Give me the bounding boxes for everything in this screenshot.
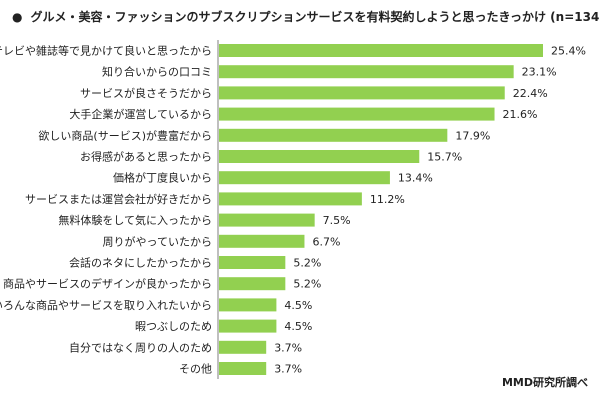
category-label: 価格が丁度良いから bbox=[113, 171, 212, 185]
category-label: お得感があると思ったから bbox=[80, 150, 212, 164]
data-label: 22.4% bbox=[513, 87, 548, 100]
data-label: 17.9% bbox=[455, 129, 490, 142]
category-label: 知り合いからの口コミ bbox=[102, 65, 212, 79]
data-label: 4.5% bbox=[284, 320, 312, 333]
data-label: 3.7% bbox=[274, 341, 302, 354]
bar bbox=[219, 277, 286, 291]
source-note: MMD研究所調べ bbox=[501, 376, 588, 389]
bar bbox=[219, 128, 448, 142]
data-label: 15.7% bbox=[427, 151, 462, 164]
data-label: 25.4% bbox=[551, 45, 586, 58]
bar bbox=[219, 234, 305, 248]
bar bbox=[219, 150, 420, 163]
category-label: 商品やサービスのデザインが良かったから bbox=[3, 277, 212, 291]
category-label: その他 bbox=[179, 363, 212, 376]
bar bbox=[219, 256, 286, 269]
bar bbox=[219, 171, 390, 185]
category-label: サービスが良さそうだから bbox=[80, 86, 212, 100]
bar bbox=[219, 213, 315, 227]
bar bbox=[219, 319, 277, 333]
bar bbox=[219, 298, 277, 312]
bar bbox=[219, 44, 543, 57]
chart-title-text: グルメ・美容・ファッションのサブスクリプションサービスを有料契約しようと思ったき… bbox=[30, 10, 600, 24]
category-label: 周りがやっていたから bbox=[103, 234, 212, 248]
category-label: いろんな商品やサービスを取り入れたいから bbox=[0, 298, 212, 312]
data-label: 6.7% bbox=[312, 235, 340, 248]
category-label: 暇つぶしのため bbox=[135, 320, 212, 333]
data-label: 7.5% bbox=[323, 214, 351, 227]
bar bbox=[219, 340, 267, 354]
data-label: 5.2% bbox=[293, 278, 321, 291]
title-bullet-icon: ● bbox=[12, 10, 23, 24]
chart-title: ● グルメ・美容・ファッションのサブスクリプションサービスを有料契約しようと思った… bbox=[12, 8, 600, 25]
category-label: 会話のネタにしたかったから bbox=[69, 256, 212, 270]
category-label: 自分ではなく周りの人のため bbox=[69, 341, 212, 354]
category-label: サービスまたは運営会社が好きだから bbox=[25, 192, 212, 206]
bar bbox=[219, 192, 362, 206]
data-label: 23.1% bbox=[522, 66, 557, 79]
data-label: 21.6% bbox=[503, 108, 538, 121]
data-label: 3.7% bbox=[274, 363, 302, 376]
data-label: 13.4% bbox=[398, 172, 433, 185]
category-label: テレビや雑誌等で見かけて良いと思ったから bbox=[0, 44, 212, 58]
bar bbox=[219, 107, 495, 121]
bar bbox=[219, 65, 514, 79]
data-label: 4.5% bbox=[284, 299, 312, 312]
data-label: 11.2% bbox=[370, 193, 405, 206]
category-label: 無料体験をして気に入ったから bbox=[58, 213, 212, 227]
bar bbox=[219, 86, 505, 100]
data-label: 5.2% bbox=[293, 257, 321, 270]
category-label: 大手企業が運営しているから bbox=[69, 107, 212, 121]
bar bbox=[219, 362, 267, 375]
category-label: 欲しい商品(サービス)が豊富だから bbox=[38, 128, 212, 142]
